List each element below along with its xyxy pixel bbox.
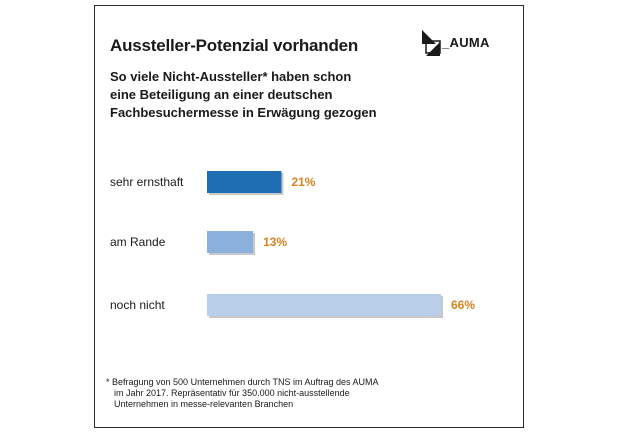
subtitle-line: Fachbesuchermesse in Erwägung gezogen bbox=[110, 105, 377, 120]
category-label: sehr ernsthaft bbox=[110, 175, 184, 189]
value-label: 21% bbox=[291, 175, 315, 189]
bar bbox=[207, 171, 282, 193]
footnote-line: * Befragung von 500 Unternehmen durch TN… bbox=[106, 377, 379, 387]
footnote-line: im Jahr 2017. Repräsentativ für 350.000 … bbox=[114, 388, 350, 398]
subtitle-line: So viele Nicht-Aussteller* haben schon bbox=[110, 69, 352, 84]
chart-frame bbox=[94, 5, 524, 428]
bar bbox=[207, 294, 441, 316]
auma-logo-icon bbox=[422, 30, 441, 56]
bar bbox=[207, 231, 254, 253]
chart-title: Aussteller-Potenzial vorhanden bbox=[110, 36, 359, 55]
category-label: noch nicht bbox=[110, 298, 165, 312]
footnote-line: Unternehmen in messe-relevanten Branchen bbox=[114, 399, 294, 409]
chart-subtitle: So viele Nicht-Aussteller* haben schon e… bbox=[110, 68, 377, 122]
value-label: 13% bbox=[263, 235, 287, 249]
subtitle-line: eine Beteiligung an einer deutschen bbox=[110, 87, 333, 102]
logo-text: _AUMA bbox=[442, 35, 490, 50]
footnote: * Befragung von 500 Unternehmen durch TN… bbox=[106, 377, 378, 410]
value-label: 66% bbox=[451, 298, 475, 312]
category-label: am Rande bbox=[110, 235, 166, 249]
